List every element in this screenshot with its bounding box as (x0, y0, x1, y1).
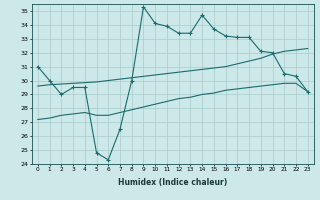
X-axis label: Humidex (Indice chaleur): Humidex (Indice chaleur) (118, 178, 228, 187)
